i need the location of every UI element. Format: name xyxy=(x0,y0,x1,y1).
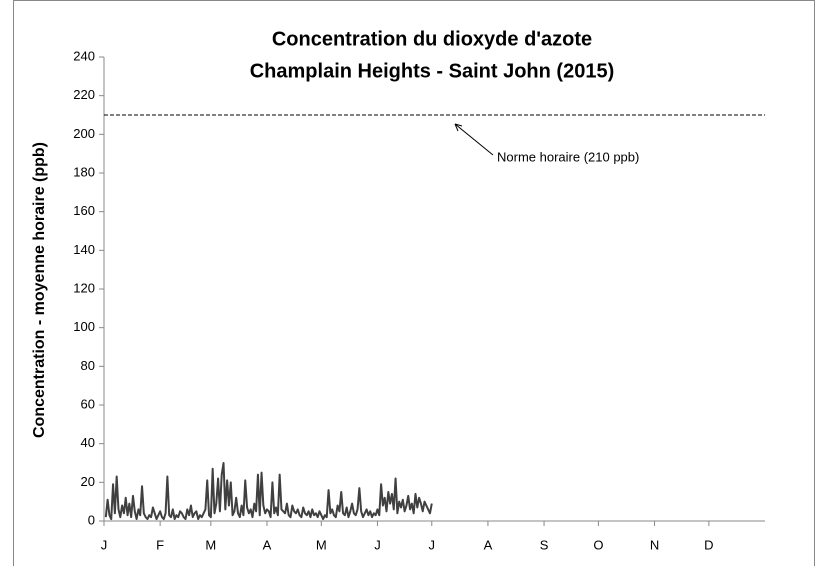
x-tick-label: N xyxy=(650,537,659,552)
y-tick-label: 180 xyxy=(73,164,95,179)
y-tick-label: 200 xyxy=(73,126,95,141)
x-tick-label: O xyxy=(593,537,603,552)
y-tick-label: 0 xyxy=(88,512,95,527)
x-tick-label: J xyxy=(101,537,108,552)
y-tick-label: 140 xyxy=(73,242,95,257)
x-tick-label: J xyxy=(429,537,436,552)
y-tick-label: 160 xyxy=(73,203,95,218)
x-tick-label: M xyxy=(316,537,327,552)
x-tick-label: D xyxy=(704,537,713,552)
x-tick-label: F xyxy=(156,537,164,552)
y-tick-label: 240 xyxy=(73,48,95,63)
chart-frame xyxy=(13,0,815,566)
y-tick-label: 60 xyxy=(81,396,95,411)
y-tick-label: 220 xyxy=(73,87,95,102)
x-tick-label: A xyxy=(263,537,272,552)
annotation: Norme horaire (210 ppb) xyxy=(497,149,639,164)
arrow-head xyxy=(454,123,463,132)
chart-title: Concentration du dioxyde d'azote xyxy=(272,28,592,50)
chart-subtitle: Champlain Heights - Saint John (2015) xyxy=(250,60,615,82)
y-axis-label: Concentration - moyenne horaire (ppb) xyxy=(31,142,48,438)
data-line xyxy=(104,462,433,521)
x-tick-label: S xyxy=(540,537,549,552)
y-tick-label: 100 xyxy=(73,319,95,334)
x-tick-label: J xyxy=(374,537,381,552)
y-tick-label: 120 xyxy=(73,280,95,295)
y-tick-label: 20 xyxy=(81,474,95,489)
y-tick-label: 80 xyxy=(81,358,95,373)
y-tick-label: 40 xyxy=(81,435,95,450)
annotation-arrow xyxy=(454,123,494,156)
x-tick-label: A xyxy=(484,537,493,552)
x-tick-label: M xyxy=(205,537,216,552)
